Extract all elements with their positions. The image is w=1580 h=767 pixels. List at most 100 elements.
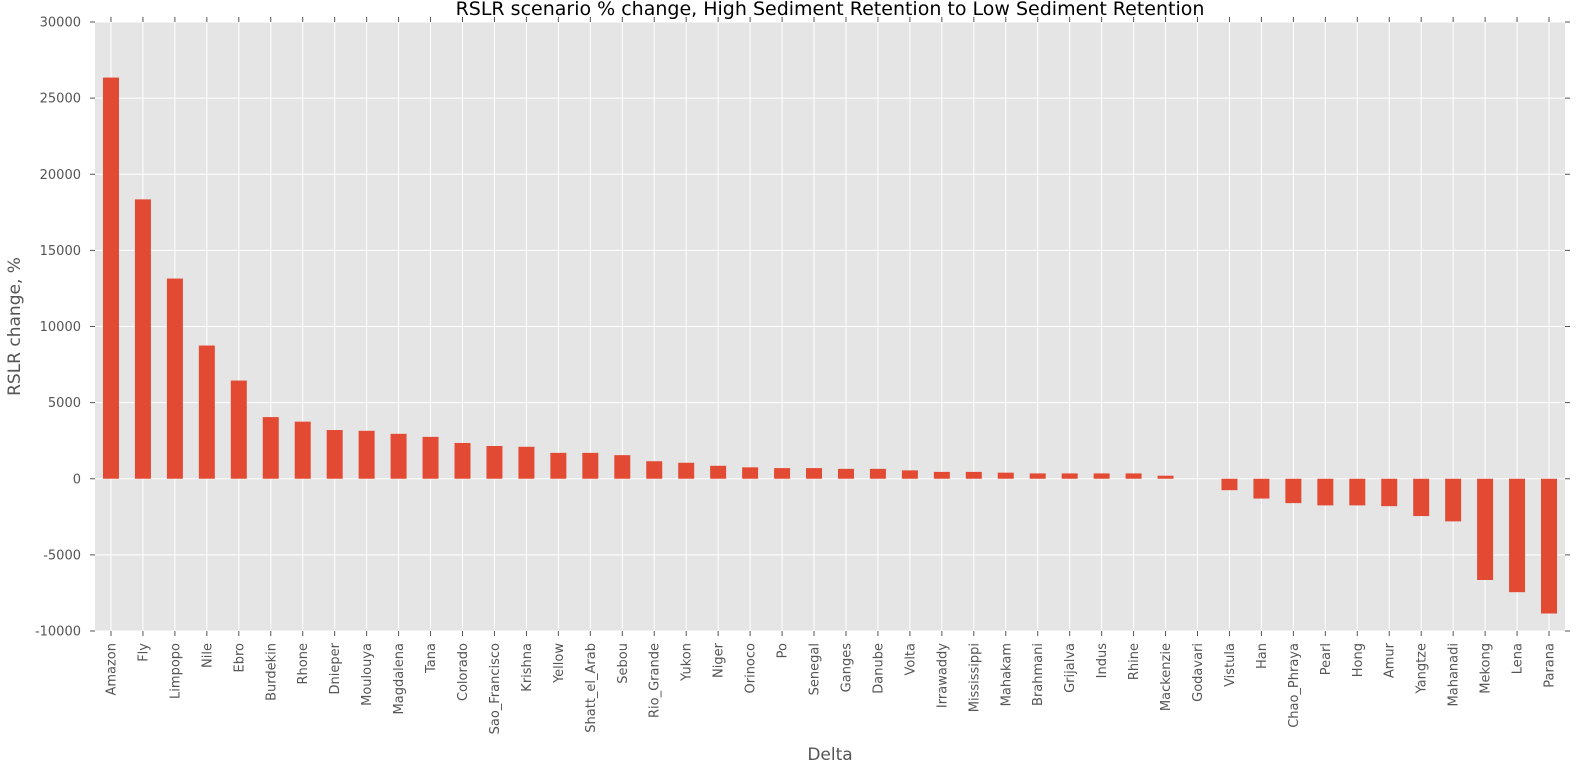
x-tick-label: Magdalena (392, 643, 407, 714)
x-tick-label: Sebou (616, 643, 631, 684)
x-tick-label: Danube (871, 643, 886, 694)
x-tick-label: Rhine (1127, 643, 1142, 680)
bar-yangtze (1413, 478, 1430, 517)
bar-brahmani (1029, 473, 1046, 479)
y-tick-label: 20000 (40, 168, 81, 183)
x-tick-label: Colorado (456, 643, 471, 701)
bar-limpopo (166, 278, 183, 479)
bar-magdalena (390, 433, 407, 479)
x-tick-label: Mackenzie (1159, 643, 1174, 711)
x-tick-label: Lena (1511, 643, 1526, 674)
x-tick-label: Volta (903, 643, 918, 676)
bar-irrawaddy (933, 471, 950, 479)
x-tick-label: Hong (1351, 643, 1366, 677)
bar-pearl (1317, 478, 1334, 506)
bar-yukon (678, 462, 695, 479)
x-tick-label: Mekong (1479, 643, 1494, 694)
x-axis-label: Delta (807, 745, 852, 765)
x-tick-label: Rio_Grande (648, 643, 663, 718)
bar-ebro (230, 380, 247, 479)
x-tick-label: Irrawaddy (935, 643, 950, 708)
bar-mekong (1477, 478, 1494, 580)
x-tick-label: Po (776, 643, 791, 658)
x-tick-label: Mahanadi (1447, 643, 1462, 706)
x-axis-ticks: Amazon Fly Limpopo Nile Ebro Burdekin Rhone Dni… (104, 17, 1558, 734)
x-tick-label: Senegal (808, 643, 823, 695)
bar-tana (422, 436, 439, 479)
bar-shatt_el_arab (582, 452, 599, 479)
bar-po (774, 468, 791, 479)
y-tick-label: 0 (73, 472, 81, 487)
bar-krishna (518, 446, 535, 479)
bar-senegal (806, 468, 823, 479)
bar-ganges (837, 468, 854, 479)
bar-grijalva (1061, 473, 1078, 479)
x-tick-label: Fly (136, 643, 151, 662)
x-tick-label: Parana (1543, 643, 1558, 688)
bar-mahanadi (1445, 478, 1462, 522)
x-tick-label: Brahmani (1031, 643, 1046, 706)
y-tick-label: 25000 (40, 92, 81, 107)
bar-vistula (1221, 478, 1238, 491)
x-tick-label: Burdekin (264, 643, 279, 701)
x-tick-label: Nile (200, 643, 215, 668)
bar-burdekin (262, 417, 279, 479)
bar-lena (1509, 478, 1526, 593)
bar-danube (869, 468, 886, 479)
y-tick-label: 15000 (40, 244, 81, 259)
y-tick-label: 30000 (40, 16, 81, 31)
x-tick-label: Limpopo (168, 643, 183, 699)
x-tick-label: Shatt_el_Arab (584, 643, 599, 733)
bar-mahakam (997, 472, 1014, 479)
bar-rio_grande (646, 461, 663, 479)
bar-indus (1093, 473, 1110, 479)
y-axis-label: RSLR change, % (5, 257, 25, 396)
bar-han (1253, 478, 1270, 499)
bar-rhine (1125, 473, 1142, 479)
bar-volta (901, 470, 918, 479)
x-tick-label: Amazon (104, 643, 119, 696)
x-tick-label: Mahakam (999, 643, 1014, 706)
chart-title: RSLR scenario % change, High Sediment Re… (456, 0, 1205, 20)
x-tick-label: Tana (424, 643, 439, 674)
bar-nile (198, 345, 215, 479)
y-tick-label: -10000 (35, 625, 81, 640)
bar-dnieper (326, 430, 343, 479)
x-tick-label: Chao_Phraya (1287, 643, 1302, 728)
x-tick-label: Yukon (680, 643, 695, 682)
x-tick-label: Orinoco (744, 643, 759, 694)
x-tick-label: Vistula (1223, 643, 1238, 687)
x-tick-label: Mississippi (967, 643, 982, 712)
bar-sebou (614, 455, 631, 479)
bar-rhone (294, 421, 311, 479)
bar-sao_francisco (486, 446, 503, 479)
y-axis-ticks: -10000 -5000 0 5000 10000 15000 20000 25000 3000… (35, 16, 1570, 640)
y-tick-label: 5000 (48, 396, 81, 411)
bar-amur (1381, 478, 1398, 507)
x-tick-label: Pearl (1319, 643, 1334, 675)
x-tick-label: Rhone (296, 643, 311, 684)
x-tick-label: Indus (1095, 643, 1110, 679)
bar-mississippi (965, 471, 982, 479)
x-tick-label: Godavari (1191, 643, 1206, 702)
bars (102, 77, 1558, 614)
x-tick-label: Yellow (552, 643, 567, 684)
bar-chao_phraya (1285, 478, 1302, 504)
x-tick-label: Ganges (839, 643, 854, 693)
bar-hong (1349, 478, 1366, 506)
x-tick-label: Han (1255, 643, 1270, 669)
x-tick-label: Dnieper (328, 642, 343, 694)
bar-colorado (454, 442, 471, 479)
y-tick-label: 10000 (40, 320, 81, 335)
bar-mackenzie (1157, 475, 1174, 479)
bar-moulouya (358, 430, 375, 479)
x-tick-label: Sao_Francisco (488, 643, 503, 734)
bar-parana (1541, 478, 1558, 614)
bar-amazon (102, 77, 119, 479)
bar-orinoco (742, 467, 759, 479)
x-tick-label: Yangtze (1415, 643, 1430, 695)
x-tick-label: Amur (1383, 642, 1398, 678)
bar-yellow (550, 452, 567, 479)
x-tick-label: Krishna (520, 643, 535, 692)
